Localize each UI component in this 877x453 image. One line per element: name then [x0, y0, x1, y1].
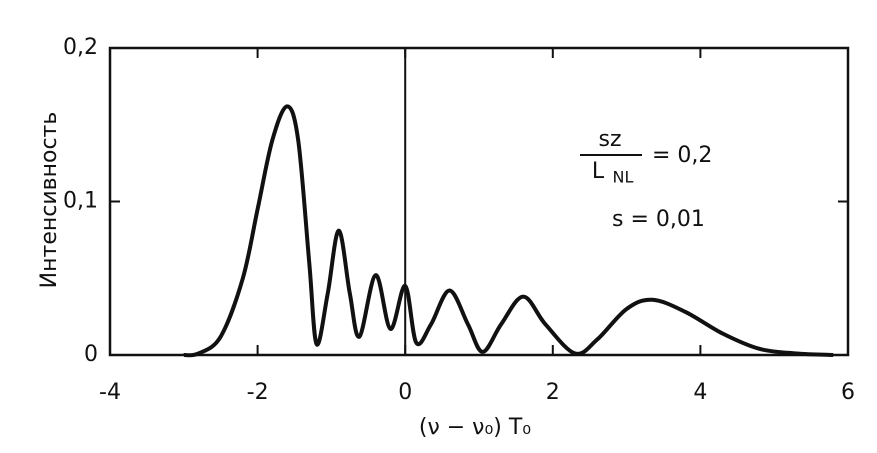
annotation-denominator: L: [592, 159, 605, 184]
x-tick-label: 4: [693, 380, 707, 405]
annotation: s = 0,01: [612, 207, 705, 232]
x-tick-label: 0: [398, 380, 412, 405]
x-tick-label: -4: [99, 380, 121, 405]
annotation-numerator: sz: [598, 127, 621, 152]
x-tick-label: -2: [247, 380, 269, 405]
x-axis-label: (ν − ν₀) T₀: [419, 415, 531, 440]
x-tick-label: 2: [546, 380, 560, 405]
y-tick-label: 0,2: [63, 35, 98, 60]
x-tick-label: 6: [841, 380, 855, 405]
annotation-denominator-sub: NL: [613, 168, 634, 187]
y-axis-label: Интенсивность: [37, 112, 62, 289]
plot-frame: [108, 46, 850, 357]
y-tick-label: 0,1: [63, 189, 98, 214]
annotation-rhs: = 0,2: [652, 143, 712, 168]
y-tick-label: 0: [84, 342, 98, 367]
data-line: [183, 104, 834, 358]
